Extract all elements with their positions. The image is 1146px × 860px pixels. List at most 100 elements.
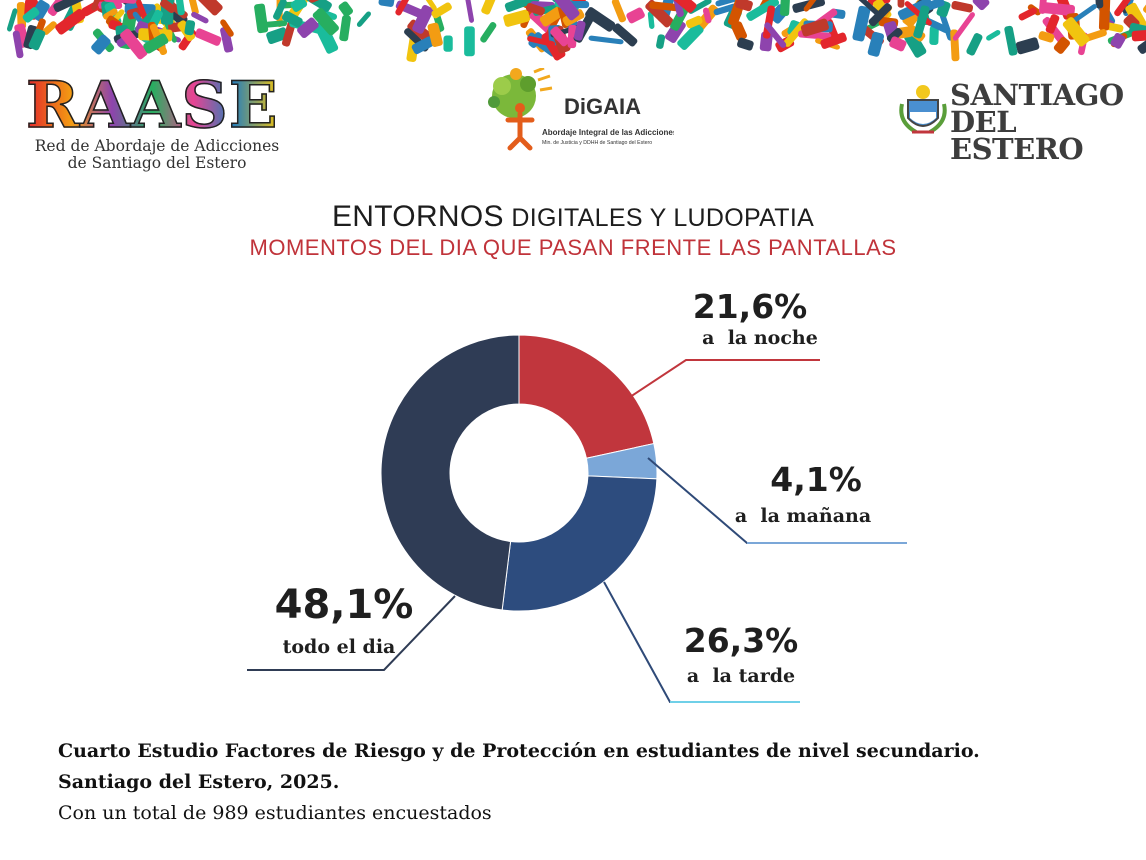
confetti-piece <box>1015 37 1040 55</box>
confetti-piece <box>972 0 990 11</box>
footer-study-title: Cuarto Estudio Factores de Riesgo y de P… <box>58 740 980 762</box>
confetti-piece <box>852 5 871 42</box>
value-label-tarde: 26,3% <box>684 621 799 660</box>
category-label-tarde: a la tarde <box>687 665 795 687</box>
confetti-piece <box>481 0 496 15</box>
confetti-piece <box>715 0 738 7</box>
confetti-piece <box>1040 1 1076 17</box>
confetti-piece <box>952 12 975 41</box>
santiago-wordmark: SANTIAGO DEL ESTERO <box>950 78 1124 166</box>
page-title: ENTORNOS DIGITALES Y LUDOPATIA <box>0 200 1146 234</box>
confetti-piece <box>16 2 27 30</box>
decorative-banner <box>6 0 1146 62</box>
confetti-piece <box>656 34 666 49</box>
confetti-piece <box>573 20 586 41</box>
confetti-piece <box>412 4 434 34</box>
confetti-piece <box>688 0 712 14</box>
confetti-piece <box>431 2 452 19</box>
confetti-piece <box>1137 33 1146 54</box>
confetti-piece <box>737 37 754 51</box>
donut-hole <box>450 404 588 542</box>
confetti-piece <box>889 36 907 52</box>
confetti-piece <box>677 23 704 51</box>
confetti-piece <box>966 33 983 56</box>
confetti-piece <box>856 0 880 16</box>
confetti-piece <box>868 3 892 27</box>
confetti-piece <box>764 22 787 48</box>
confetti-piece <box>290 0 308 12</box>
confetti-piece <box>702 7 712 24</box>
confetti-piece <box>312 7 339 36</box>
digaia-name: DiGAIA <box>564 94 641 119</box>
confetti-piece <box>527 36 556 47</box>
title-rest: DIGITALES Y LUDOPATIA <box>511 204 815 232</box>
confetti-piece <box>1018 7 1037 21</box>
confetti-piece <box>588 35 624 45</box>
confetti-piece <box>395 0 413 16</box>
confetti-piece <box>184 20 196 36</box>
confetti-piece <box>175 0 185 16</box>
digaia-line2: Min. de Justicia y DDHH de Santiago del … <box>542 140 652 146</box>
digaia-line1: Abordaje Integral de las Adicciones <box>542 128 674 137</box>
confetti-piece <box>297 17 319 39</box>
confetti-piece <box>1114 0 1133 17</box>
confetti-piece <box>1045 14 1060 34</box>
leader-line-noche <box>629 359 820 398</box>
confetti-piece <box>713 3 737 16</box>
confetti-piece <box>780 0 790 16</box>
confetti-piece <box>820 32 847 49</box>
coat-of-arms-icon <box>899 85 947 134</box>
confetti-piece <box>281 10 303 28</box>
confetti-piece <box>42 21 57 35</box>
confetti-piece <box>913 5 930 39</box>
title-big: ENTORNOS <box>331 200 504 233</box>
confetti-piece <box>53 0 87 12</box>
confetti-piece <box>378 0 395 7</box>
confetti-piece <box>649 1 682 12</box>
confetti-piece <box>120 28 148 60</box>
confetti-piece <box>567 24 578 49</box>
confetti-piece <box>762 5 776 39</box>
confetti-piece <box>220 19 234 37</box>
confetti-piece <box>356 11 371 27</box>
confetti-piece <box>951 0 974 13</box>
confetti-piece <box>503 9 531 27</box>
chart-subtitle: MOMENTOS DEL DIA QUE PASAN FRENTE LAS PA… <box>249 235 897 260</box>
value-label-todo: 48,1% <box>275 582 414 628</box>
digaia-tree-icon <box>488 66 553 151</box>
confetti-piece <box>551 0 580 21</box>
confetti-piece <box>464 26 475 57</box>
raase-logo: RAASE Red de Abordaje de Adicciones de S… <box>22 67 292 178</box>
confetti-piece <box>886 27 903 43</box>
confetti-piece <box>411 36 435 55</box>
category-label-manana: a la mañana <box>735 505 871 527</box>
leader-line-todo <box>247 595 456 671</box>
category-label-noche: a la noche <box>702 327 818 349</box>
confetti-piece <box>480 22 497 43</box>
confetti-piece <box>735 0 753 12</box>
confetti-piece <box>6 8 18 32</box>
confetti-piece <box>266 27 289 45</box>
confetti-piece <box>672 0 697 13</box>
confetti-piece <box>504 0 540 12</box>
raase-subtitle: Red de Abordaje de Adicciones de Santiag… <box>34 137 280 172</box>
confetti-piece <box>338 1 353 17</box>
confetti-piece <box>1095 0 1104 9</box>
value-label-noche: 21,6% <box>693 287 808 326</box>
confetti-piece <box>103 8 118 20</box>
confetti-piece <box>259 20 288 29</box>
confetti-piece <box>612 23 638 47</box>
confetti-piece <box>1004 25 1018 56</box>
confetti-piece <box>1062 17 1090 47</box>
footer-place-year: Santiago del Estero, 2025. <box>58 771 340 793</box>
confetti-piece <box>611 0 627 23</box>
confetti-piece <box>550 26 570 47</box>
confetti-piece <box>867 31 885 57</box>
confetti-piece <box>803 0 826 12</box>
confetti-piece <box>897 0 905 8</box>
confetti-piece <box>443 35 453 52</box>
confetti-piece <box>929 25 939 45</box>
confetti-piece <box>191 11 209 24</box>
confetti-piece <box>132 11 144 24</box>
